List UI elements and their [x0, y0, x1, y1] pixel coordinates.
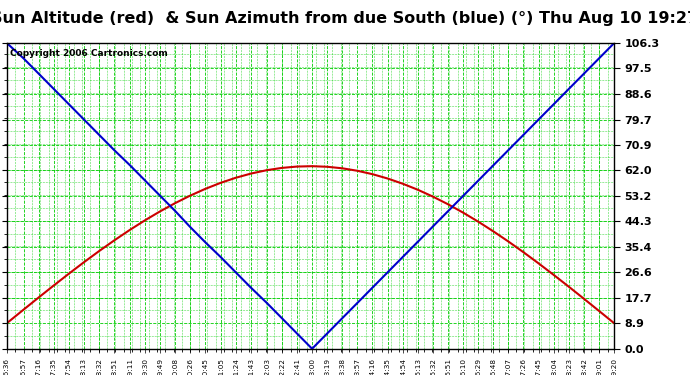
Text: Sun Altitude (red)  & Sun Azimuth from due South (blue) (°) Thu Aug 10 19:27: Sun Altitude (red) & Sun Azimuth from du… — [0, 11, 690, 26]
Text: Copyright 2006 Cartronics.com: Copyright 2006 Cartronics.com — [10, 49, 168, 58]
